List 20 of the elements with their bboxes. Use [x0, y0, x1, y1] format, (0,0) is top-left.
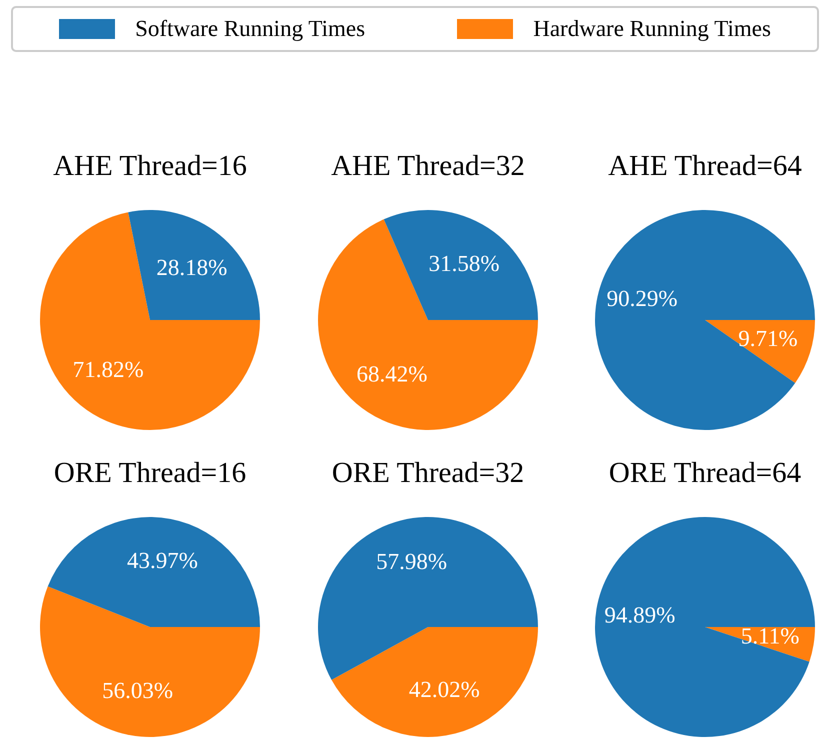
- data-label: 31.58%: [428, 250, 500, 276]
- data-label: 56.03%: [102, 678, 174, 703]
- chart-title: ORE Thread=16: [52, 457, 248, 490]
- data-label: 5.11%: [740, 624, 800, 649]
- data-label: 90.29%: [606, 286, 678, 312]
- chart-title: ORE Thread=64: [608, 457, 802, 490]
- chart-title: ORE Thread=32: [330, 457, 526, 490]
- data-label: 42.02%: [408, 676, 480, 702]
- legend-label: Hardware Running Times: [533, 16, 771, 42]
- data-label: 71.82%: [72, 357, 144, 382]
- text: AHE Thread=16: [52, 150, 248, 183]
- data-label: 9.71%: [738, 326, 798, 351]
- data-label: 43.97%: [126, 548, 198, 574]
- chart-title: AHE Thread=32: [330, 150, 526, 183]
- chart-title: AHE Thread=64: [607, 150, 803, 183]
- legend-label: Software Running Times: [135, 16, 366, 42]
- data-label: 28.18%: [156, 254, 228, 280]
- data-label: 57.98%: [376, 549, 448, 574]
- data-label: 68.42%: [356, 361, 428, 386]
- data-label: 94.89%: [604, 602, 676, 628]
